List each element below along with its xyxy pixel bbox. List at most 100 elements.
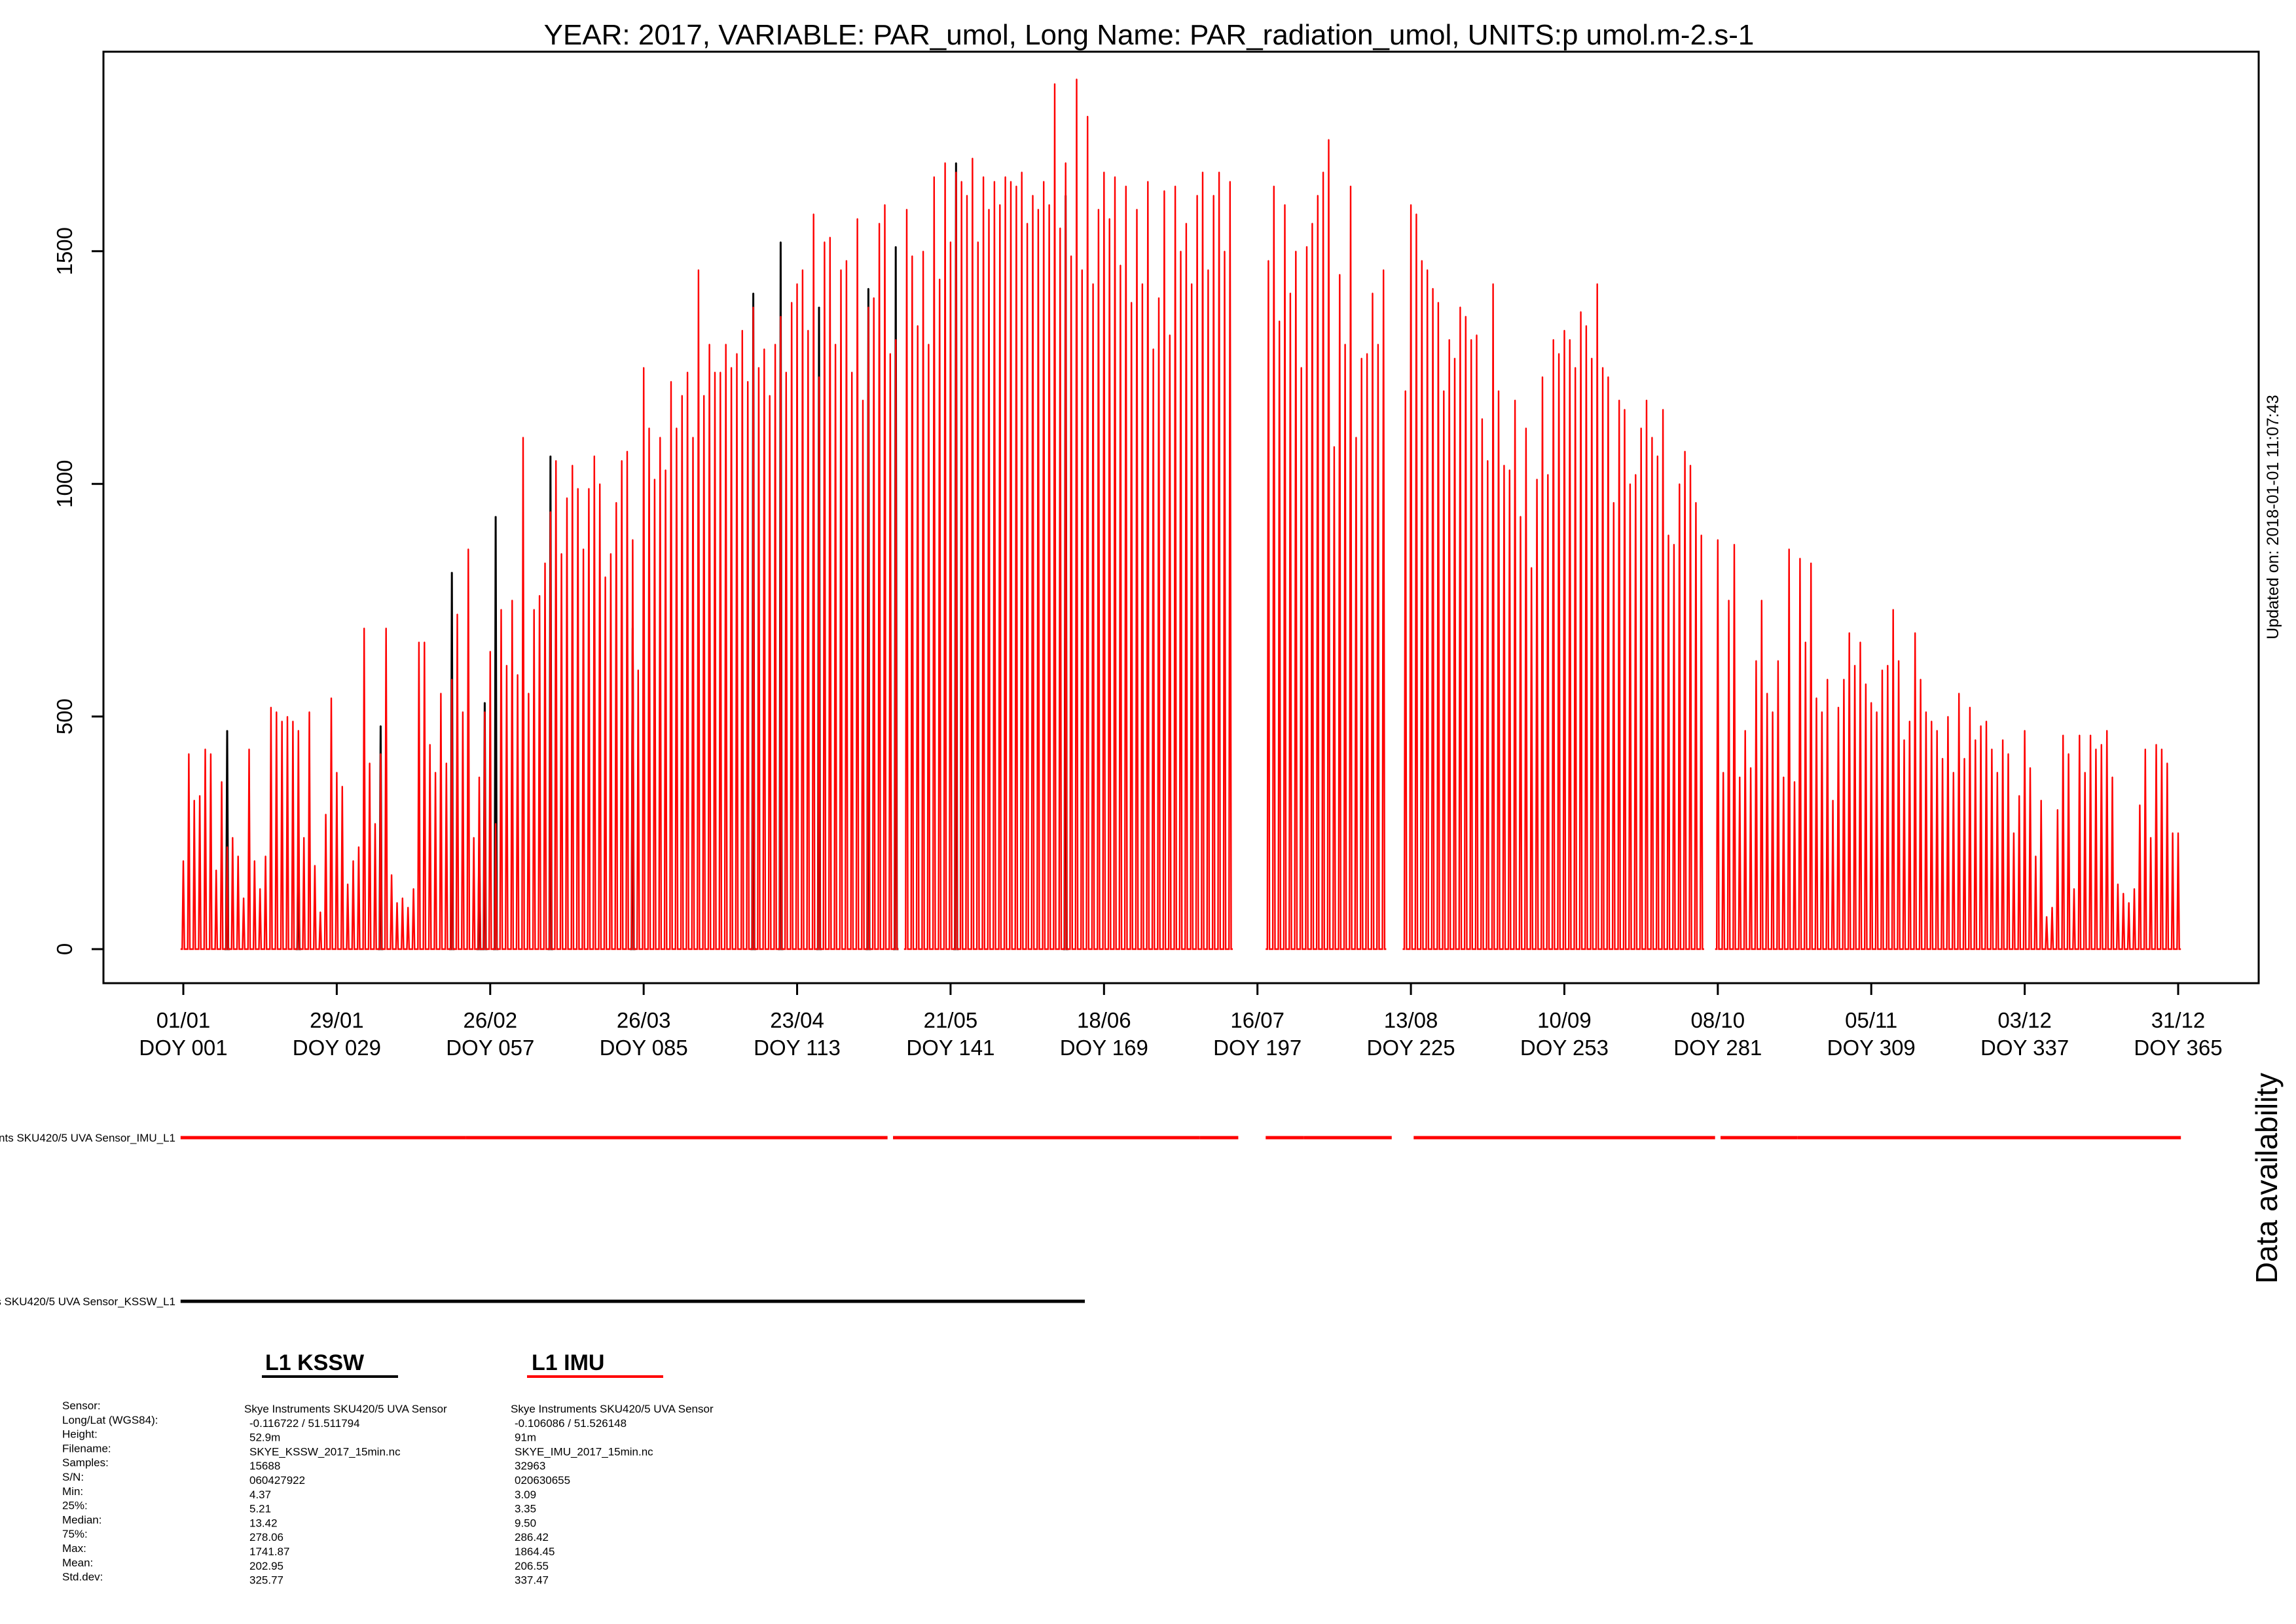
series-point-imu [2090, 734, 2091, 736]
series-point-imu [1514, 399, 1516, 401]
series-point-imu [2040, 799, 2042, 801]
plot-frame [102, 50, 2260, 984]
series-point-imu [1421, 260, 1423, 261]
chart-title: YEAR: 2017, VARIABLE: PAR_umol, Long Nam… [544, 19, 1755, 51]
series-point-imu [588, 488, 590, 490]
series-point-imu [654, 478, 655, 480]
stats-imu-value: 020630655 [515, 1474, 570, 1487]
y-tick-label: 1000 [52, 460, 77, 507]
series-point-imu [2062, 734, 2064, 736]
series-point-imu [336, 772, 338, 773]
stats-label: 75%: [62, 1528, 88, 1540]
series-point-imu [1103, 171, 1105, 173]
x-tick-date: 08/10 [1691, 1008, 1745, 1032]
availability-row-label: Skye Instruments SKU420/5 UVA Sensor_KSS… [0, 1295, 175, 1308]
series-point-imu [1448, 339, 1450, 340]
series-point-imu [703, 395, 705, 396]
series-point-imu [1925, 711, 1927, 713]
series-point-imu [1492, 283, 1494, 285]
stats-label: Min: [62, 1485, 83, 1498]
series-point-imu [522, 437, 524, 438]
x-tick-date: 05/11 [1845, 1008, 1897, 1032]
stats-label: Long/Lat (WGS84): [62, 1414, 158, 1426]
series-point-imu [1794, 781, 1795, 782]
series-point-imu [1821, 711, 1823, 713]
series-point-imu [560, 553, 562, 554]
series-point-imu [2150, 837, 2151, 839]
series-point-imu [637, 669, 639, 671]
series-line-imu [180, 79, 2181, 950]
series-point-imu [1547, 474, 1549, 475]
series-point-imu [1859, 641, 1861, 643]
series-point-imu [736, 353, 738, 354]
series-point-imu [687, 371, 688, 373]
series-point-imu [473, 837, 475, 839]
series-point-imu [1158, 297, 1159, 298]
series-point-imu [769, 395, 771, 396]
series-point-imu [2128, 902, 2130, 903]
series-point-imu [785, 371, 787, 373]
series-point-imu [446, 762, 447, 764]
series-point-imu [846, 260, 847, 261]
x-tick-date: 26/02 [463, 1008, 517, 1032]
series-point-imu [621, 460, 623, 461]
series-point-imu [780, 316, 782, 317]
series-point-imu [1048, 204, 1050, 206]
series-point-imu [1432, 287, 1434, 289]
series-point-imu [752, 306, 754, 308]
series-point-imu [1662, 408, 1664, 410]
series-point-imu [2106, 730, 2107, 731]
series-point-imu [1334, 446, 1335, 448]
series-point-imu [988, 209, 990, 210]
stats-label: Max: [62, 1542, 86, 1555]
series-point-imu [1328, 139, 1330, 140]
series-point-imu [287, 715, 288, 717]
series-point-imu [193, 799, 195, 801]
series-point-imu [2079, 734, 2081, 736]
stats-kssw-value: 1741.87 [249, 1545, 289, 1558]
series-point-imu [983, 176, 984, 177]
series-point-imu [610, 553, 611, 554]
x-tick-date: 03/12 [1997, 1008, 2052, 1032]
series-point-imu [1290, 292, 1291, 294]
series-point-imu [572, 464, 574, 466]
stats-imu-value: 91m [515, 1432, 536, 1444]
series-point-imu [862, 399, 864, 401]
series-point-imu [1656, 455, 1658, 457]
series-point-imu [325, 814, 327, 815]
series-point-kssw [451, 571, 452, 573]
series-point-imu [319, 911, 321, 912]
series-point-imu [1690, 464, 1691, 466]
series-point-imu [1180, 250, 1182, 252]
x-tick-doy: DOY 001 [139, 1036, 227, 1060]
series-point-imu [1569, 339, 1571, 340]
series-point-imu [1317, 194, 1319, 196]
stats-imu-value: 9.50 [515, 1517, 536, 1529]
series-point-imu [1427, 269, 1428, 271]
series-point-imu [1366, 353, 1368, 354]
series-point-imu [1147, 181, 1149, 182]
series-point-imu [1465, 316, 1467, 317]
series-point-imu [1410, 204, 1412, 206]
x-tick-doy: DOY 337 [1980, 1036, 2069, 1060]
series-point-imu [555, 460, 557, 461]
series-point-imu [1004, 176, 1006, 177]
series-point-imu [292, 720, 294, 722]
series-point-imu [2139, 804, 2141, 806]
x-tick-doy: DOY 281 [1673, 1036, 1762, 1060]
series-point-imu [1186, 223, 1187, 224]
series-point-imu [1679, 483, 1681, 484]
y-tick-label: 0 [52, 943, 77, 955]
series-point-imu [1224, 250, 1226, 252]
stats-imu-value: 32963 [515, 1460, 545, 1472]
series-point-imu [2123, 892, 2124, 894]
series-point-imu [1038, 209, 1039, 210]
stats-label: Filename: [62, 1442, 111, 1454]
series-point-imu [1804, 641, 1806, 643]
series-point-imu [1952, 772, 1954, 773]
series-point-imu [396, 902, 398, 903]
series-point-imu [1838, 706, 1839, 708]
y-axis: 0 500 1000 1500 [52, 227, 103, 955]
series-point-imu [2073, 888, 2075, 890]
series-point-imu [352, 860, 354, 861]
